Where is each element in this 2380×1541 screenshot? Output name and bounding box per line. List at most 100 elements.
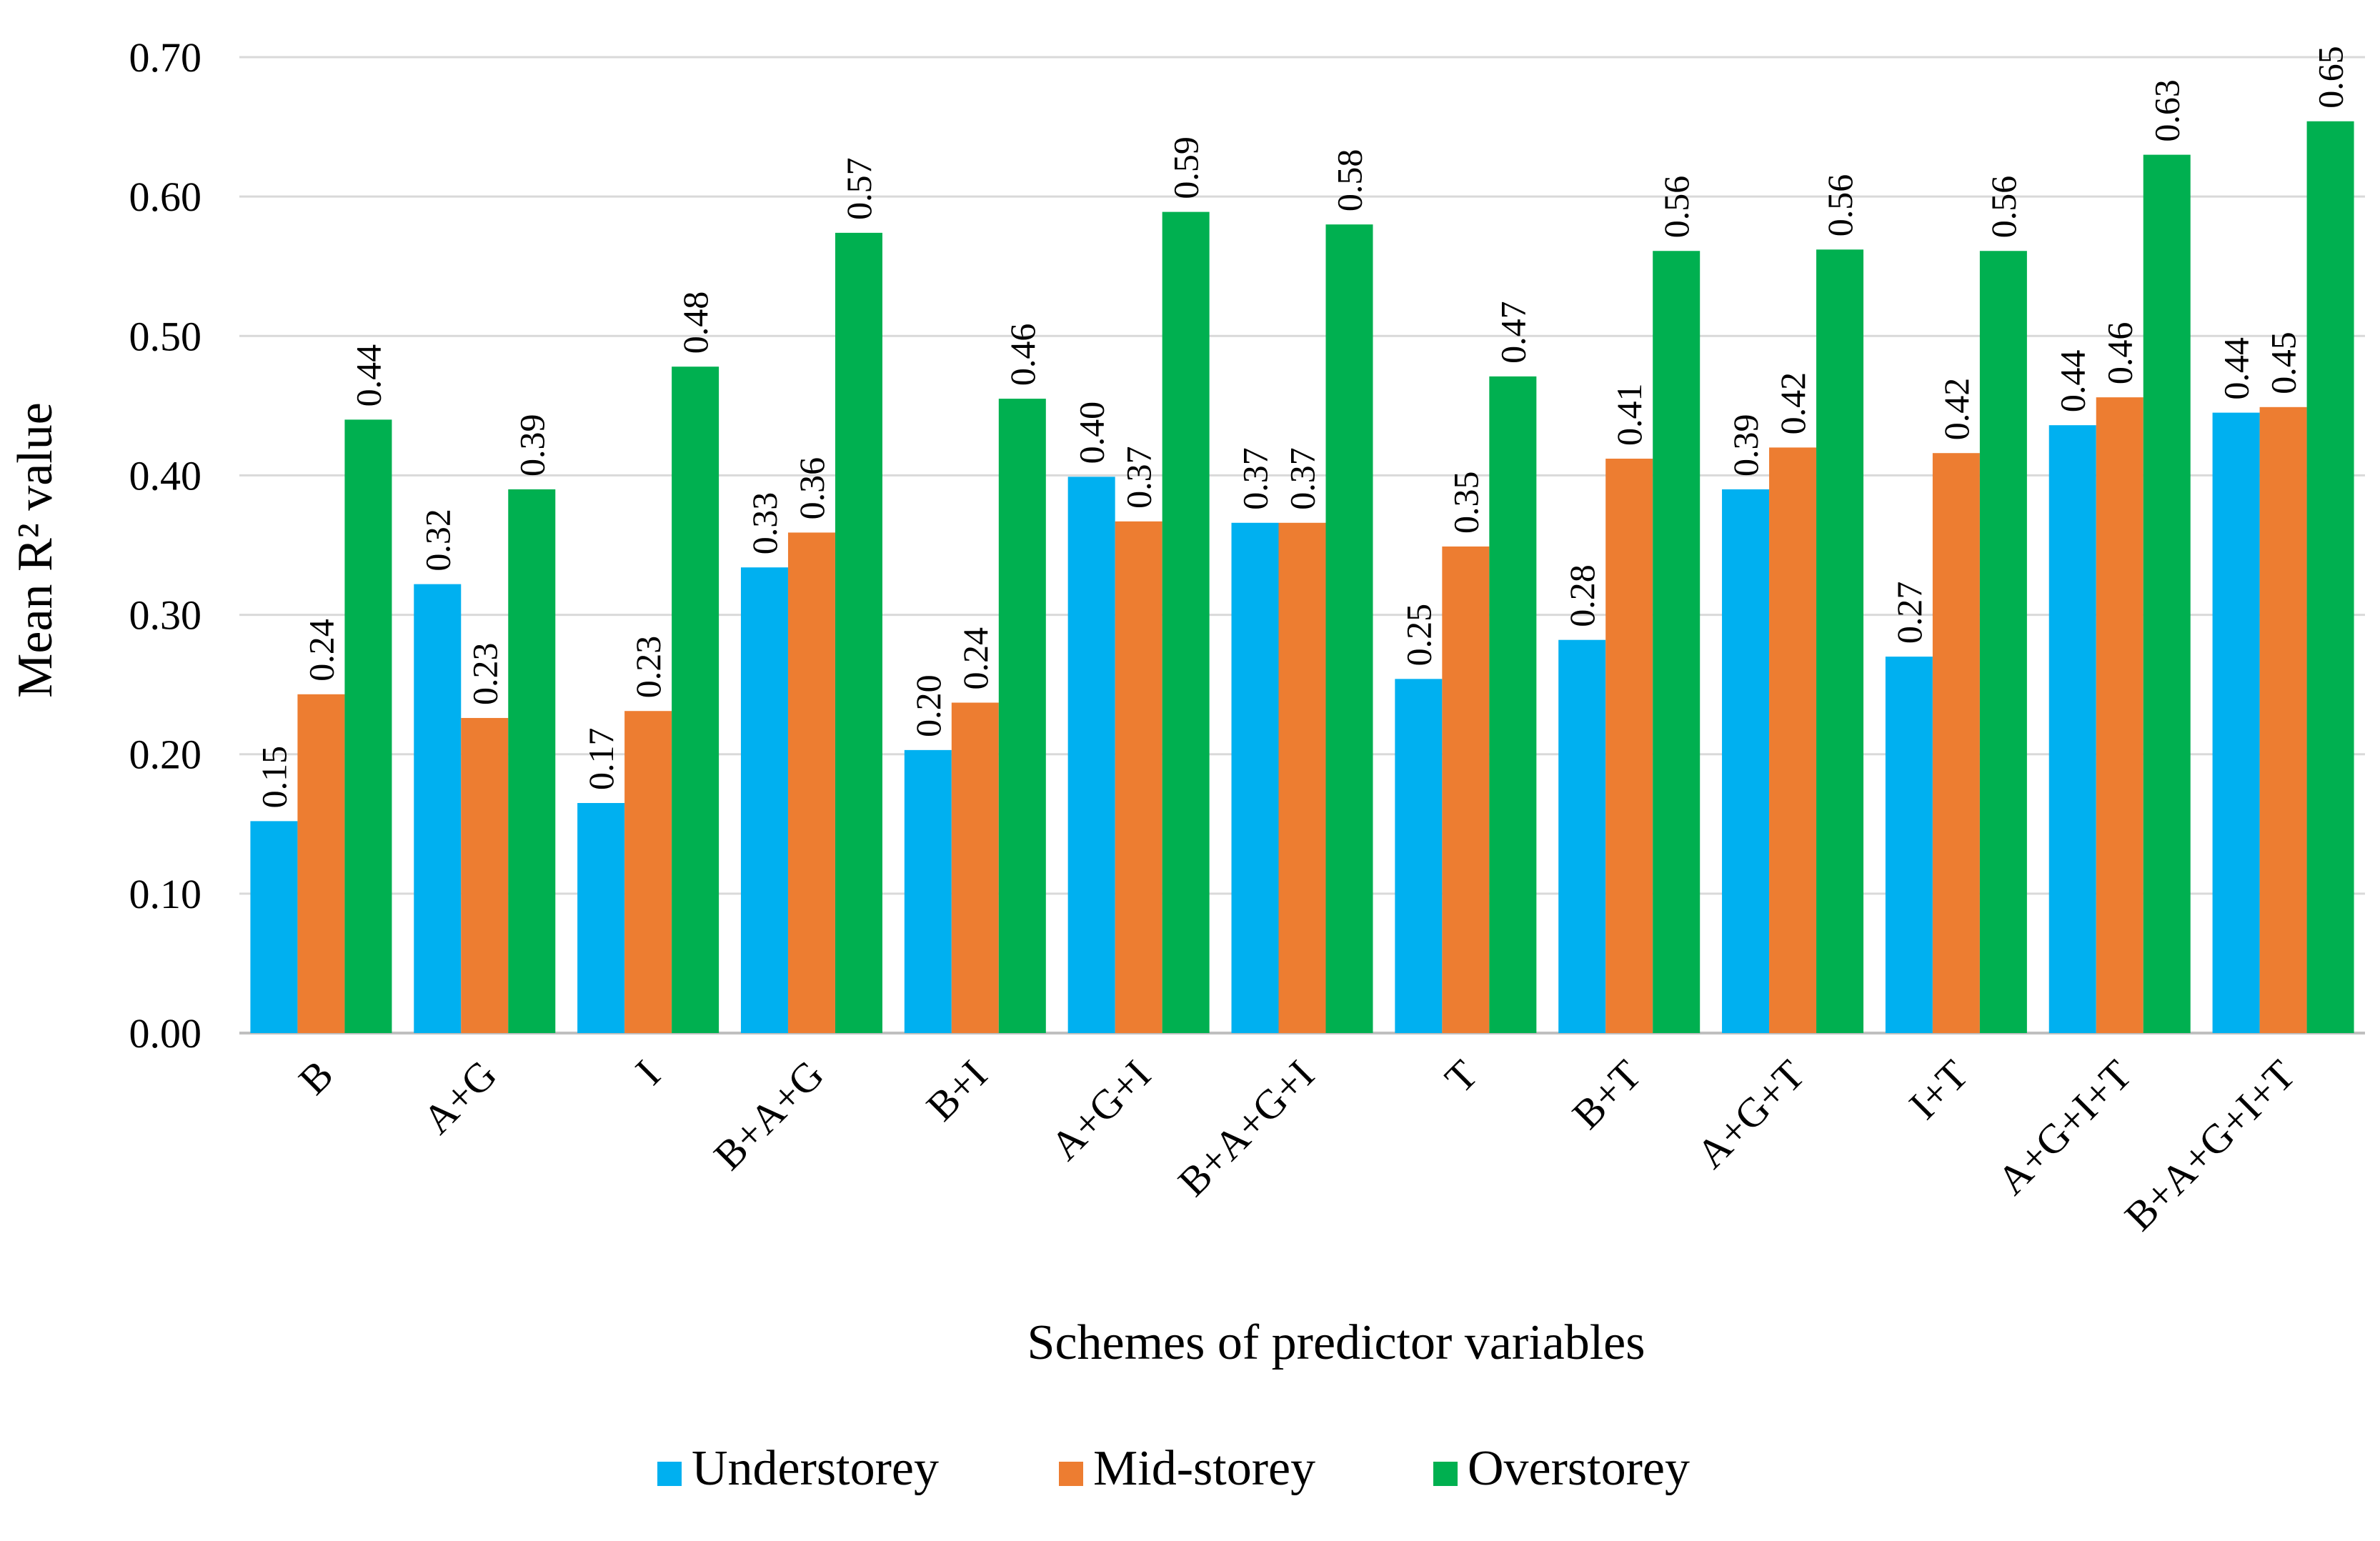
x-axis-ticks: B A+G I B+A+G B+I A+G+I B+A+G+I T B+T A+G+T I+T A+G… — [289, 1051, 2304, 1240]
data-label: 0.24 — [301, 619, 341, 682]
y-tick-label: 0.70 — [129, 34, 202, 81]
data-label: 0.27 — [1889, 582, 1929, 644]
bar-mid-storey — [1932, 453, 1980, 1033]
data-label: 0.46 — [1002, 324, 1042, 387]
data-label: 0.56 — [1656, 176, 1696, 239]
data-label: 0.15 — [254, 746, 294, 809]
y-tick-label: 0.10 — [129, 871, 202, 917]
bar-understorey — [740, 567, 788, 1033]
bar-understorey — [1231, 522, 1279, 1033]
bar-understorey — [250, 821, 298, 1033]
bar-understorey — [2212, 412, 2260, 1033]
data-label: 0.44 — [348, 344, 388, 407]
data-label: 0.37 — [1119, 446, 1159, 509]
bar-understorey — [2048, 425, 2096, 1033]
data-label: 0.23 — [464, 642, 504, 705]
bar-overstorey — [1979, 251, 2027, 1034]
data-label: 0.58 — [1330, 149, 1370, 212]
x-tick-label: B+A+G+I — [1169, 1051, 1323, 1205]
x-tick-label: B — [289, 1051, 342, 1103]
data-label: 0.33 — [745, 492, 785, 555]
bar-understorey — [577, 803, 625, 1033]
bar-mid-storey — [1115, 521, 1162, 1033]
x-tick-label: I+T — [1900, 1051, 1977, 1128]
bar-mid-storey — [2259, 407, 2307, 1033]
data-label: 0.42 — [1773, 372, 1813, 435]
data-label: 0.42 — [1936, 378, 1976, 441]
data-label: 0.32 — [417, 509, 457, 572]
data-label: 0.35 — [1445, 471, 1485, 534]
data-label: 0.24 — [955, 627, 995, 690]
y-tick-label: 0.60 — [129, 174, 202, 220]
data-label: 0.56 — [1820, 174, 1860, 237]
bar-mid-storey — [297, 694, 345, 1033]
legend-swatch-understorey — [657, 1462, 682, 1486]
legend-label-understorey: Understorey — [692, 1441, 939, 1496]
x-tick-label: A+G+I — [1042, 1051, 1160, 1169]
data-label: 0.44 — [2053, 350, 2093, 413]
x-tick-label: A+G+T — [1688, 1051, 1814, 1177]
bar-mid-storey — [951, 702, 999, 1033]
data-label: 0.37 — [1235, 447, 1275, 510]
bar-understorey — [1885, 657, 1933, 1033]
x-tick-label: A+G — [414, 1051, 505, 1142]
bar-overstorey — [508, 489, 556, 1033]
data-label: 0.59 — [1166, 136, 1206, 199]
x-axis-title: Schemes of predictor variables — [1027, 1315, 1645, 1370]
bar-mid-storey — [1442, 546, 1490, 1033]
bar-mid-storey — [624, 711, 672, 1033]
data-label: 0.37 — [1283, 447, 1323, 510]
data-label: 0.39 — [1726, 414, 1766, 477]
data-label: 0.65 — [2311, 46, 2351, 109]
x-tick-label: A+G+I+T — [1988, 1051, 2141, 1203]
bar-mid-storey — [1605, 459, 1653, 1033]
legend: Understorey Mid-storey Overstorey — [657, 1441, 1690, 1496]
data-label: 0.56 — [1983, 176, 2023, 239]
bar-overstorey — [1489, 376, 1537, 1033]
bar-overstorey — [344, 419, 392, 1033]
y-axis-ticks: 0.00 0.10 0.20 0.30 0.40 0.50 0.60 0.70 — [129, 34, 202, 1057]
bar-overstorey — [1653, 251, 1701, 1034]
y-axis-title: Mean R² value — [8, 402, 63, 698]
bar-understorey — [1558, 639, 1606, 1033]
data-label: 0.48 — [675, 291, 715, 354]
data-label: 0.47 — [1493, 301, 1533, 364]
data-label: 0.36 — [792, 457, 832, 520]
data-label: 0.17 — [581, 728, 621, 791]
bar-overstorey — [1816, 249, 1864, 1034]
bar-overstorey — [672, 366, 720, 1033]
bar-overstorey — [998, 399, 1046, 1033]
data-label: 0.44 — [2216, 337, 2256, 400]
x-tick-label: B+A+G — [704, 1051, 832, 1179]
bars — [250, 121, 2354, 1034]
bar-understorey — [904, 749, 952, 1033]
x-tick-label: B+I — [917, 1051, 996, 1129]
x-tick-label: T — [1436, 1051, 1487, 1102]
data-label: 0.28 — [1562, 564, 1602, 627]
y-tick-label: 0.00 — [129, 1010, 202, 1057]
data-label: 0.41 — [1609, 384, 1649, 447]
legend-swatch-mid-storey — [1059, 1462, 1083, 1486]
data-label: 0.25 — [1398, 604, 1438, 667]
bar-understorey — [1067, 477, 1115, 1033]
bar-mid-storey — [1769, 447, 1817, 1033]
data-label: 0.57 — [839, 157, 879, 220]
data-label: 0.63 — [2147, 79, 2187, 142]
bar-understorey — [1395, 679, 1443, 1033]
bar-overstorey — [1325, 224, 1373, 1034]
bar-mid-storey — [461, 717, 509, 1033]
bar-mid-storey — [1278, 522, 1326, 1033]
bar-understorey — [1722, 489, 1770, 1033]
legend-swatch-overstorey — [1433, 1462, 1458, 1486]
x-tick-label: B+T — [1563, 1051, 1650, 1138]
y-tick-label: 0.20 — [129, 732, 202, 778]
data-label: 0.40 — [1072, 402, 1112, 464]
x-tick-label: B+A+G+I+T — [2116, 1051, 2304, 1240]
bar-overstorey — [1162, 211, 1210, 1033]
legend-label-overstorey: Overstorey — [1468, 1441, 1690, 1496]
bar-overstorey — [2143, 154, 2191, 1034]
bar-mid-storey — [2096, 397, 2144, 1033]
x-tick-label: I — [627, 1051, 669, 1094]
data-label: 0.45 — [2264, 331, 2304, 394]
